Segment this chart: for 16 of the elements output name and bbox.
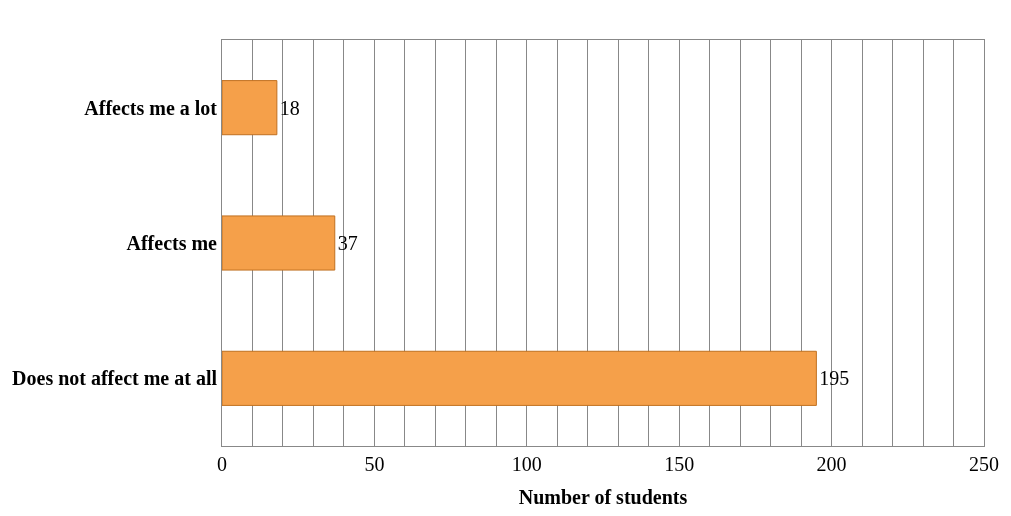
bar — [222, 350, 817, 406]
bar — [222, 215, 336, 271]
x-axis-title: Number of students — [518, 485, 688, 508]
x-tick-label: 150 — [664, 453, 695, 475]
y-tick-label: Does not affect me at all — [12, 367, 218, 390]
data-label: 37 — [337, 232, 358, 254]
x-tick-label: 200 — [816, 453, 847, 475]
x-tick-label: 50 — [364, 453, 385, 475]
data-label: 18 — [279, 96, 300, 119]
y-tick-label: Affects me a lot — [84, 96, 218, 119]
x-tick-label: 100 — [511, 453, 542, 475]
data-label: 195 — [819, 367, 850, 390]
x-tick-label: 0 — [217, 453, 227, 475]
bar — [222, 80, 278, 136]
y-tick-label: Affects me — [126, 232, 218, 254]
x-tick-label: 250 — [969, 453, 999, 475]
